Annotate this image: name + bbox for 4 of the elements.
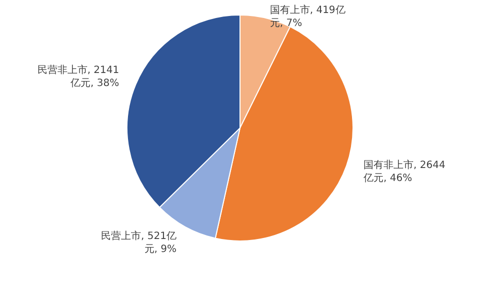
slice-label: 国有非上市, 2644亿元, 46% — [364, 158, 446, 185]
slice-label: 民营上市, 521亿元, 9% — [100, 230, 176, 256]
slice-label: 国有上市, 419亿元, 7% — [270, 4, 346, 30]
slice-label: 民营非上市, 2141亿元, 38% — [36, 64, 120, 90]
